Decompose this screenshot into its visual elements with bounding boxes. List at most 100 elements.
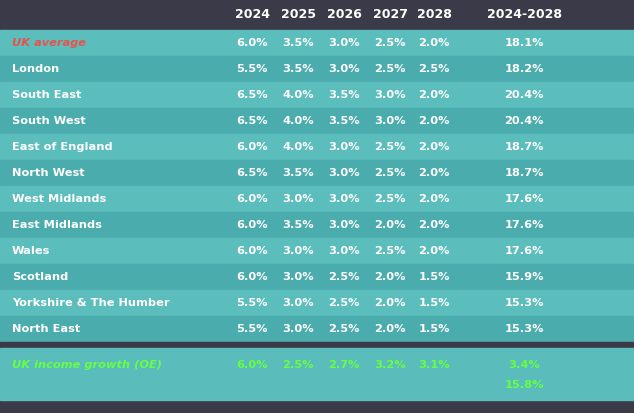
Text: 18.7%: 18.7% [504,168,544,178]
Text: 2.5%: 2.5% [374,168,406,178]
Bar [0,264,634,290]
Text: 2.5%: 2.5% [374,64,406,74]
Text: 2.5%: 2.5% [418,64,450,74]
Text: Wales: Wales [12,246,50,256]
Text: 2.5%: 2.5% [374,194,406,204]
Text: 2024: 2024 [235,9,269,21]
Bar [0,82,634,108]
Text: 2.5%: 2.5% [374,38,406,48]
Bar [0,134,634,160]
Text: 3.0%: 3.0% [374,116,406,126]
Text: 5.5%: 5.5% [236,324,268,334]
Bar [0,0,634,30]
Text: 2024-2028: 2024-2028 [486,9,562,21]
Text: 2.0%: 2.0% [418,38,450,48]
Text: 3.0%: 3.0% [282,298,314,308]
Text: 2.0%: 2.0% [374,272,406,282]
Text: 2.5%: 2.5% [328,272,359,282]
Text: 3.0%: 3.0% [328,194,360,204]
Bar [0,30,634,56]
Text: 2.0%: 2.0% [418,142,450,152]
Text: 1.5%: 1.5% [418,272,450,282]
Text: 15.3%: 15.3% [504,298,544,308]
Text: 17.6%: 17.6% [504,246,544,256]
Text: 3.0%: 3.0% [328,168,360,178]
Text: 2.5%: 2.5% [374,246,406,256]
Text: 3.5%: 3.5% [282,168,314,178]
Text: 2026: 2026 [327,9,361,21]
Text: 6.0%: 6.0% [236,360,268,370]
Text: 2.5%: 2.5% [282,360,314,370]
Text: 5.5%: 5.5% [236,64,268,74]
Text: 2.0%: 2.0% [418,246,450,256]
Text: 4.0%: 4.0% [282,142,314,152]
Text: 3.0%: 3.0% [328,220,360,230]
Text: 2.5%: 2.5% [374,142,406,152]
Text: Yorkshire & The Humber: Yorkshire & The Humber [12,298,170,308]
Text: London: London [12,64,59,74]
Bar [0,238,634,264]
Text: 3.1%: 3.1% [418,360,450,370]
Text: 3.5%: 3.5% [328,116,360,126]
Text: 2.5%: 2.5% [328,298,359,308]
Text: 6.5%: 6.5% [236,116,268,126]
Text: 3.0%: 3.0% [282,324,314,334]
Text: 6.0%: 6.0% [236,38,268,48]
Text: 18.1%: 18.1% [504,38,544,48]
Text: 3.0%: 3.0% [374,90,406,100]
Text: East of England: East of England [12,142,113,152]
Text: 1.5%: 1.5% [418,324,450,334]
Text: 18.2%: 18.2% [504,64,544,74]
Bar [0,316,634,342]
Text: 1.5%: 1.5% [418,298,450,308]
Text: 3.5%: 3.5% [282,38,314,48]
Text: 18.7%: 18.7% [504,142,544,152]
Text: 3.0%: 3.0% [282,246,314,256]
Text: East Midlands: East Midlands [12,220,102,230]
Text: 2.0%: 2.0% [374,298,406,308]
Text: 2027: 2027 [373,9,408,21]
Bar [0,212,634,238]
Text: 2.0%: 2.0% [418,194,450,204]
Text: 3.2%: 3.2% [374,360,406,370]
Text: 6.0%: 6.0% [236,220,268,230]
Text: 4.0%: 4.0% [282,90,314,100]
Text: 2.7%: 2.7% [328,360,359,370]
Text: 3.5%: 3.5% [282,220,314,230]
Text: 2.0%: 2.0% [418,220,450,230]
Text: 20.4%: 20.4% [504,90,544,100]
Text: 3.0%: 3.0% [328,246,360,256]
Text: 3.5%: 3.5% [328,90,360,100]
Text: North East: North East [12,324,81,334]
Text: 6.5%: 6.5% [236,90,268,100]
Text: 17.6%: 17.6% [504,220,544,230]
Text: 3.0%: 3.0% [328,142,360,152]
Text: 2025: 2025 [280,9,316,21]
Bar [0,108,634,134]
Text: 3.5%: 3.5% [282,64,314,74]
Text: 2028: 2028 [417,9,451,21]
Text: 15.9%: 15.9% [504,272,544,282]
Text: West Midlands: West Midlands [12,194,107,204]
Text: 2.0%: 2.0% [418,116,450,126]
Text: 6.0%: 6.0% [236,194,268,204]
Bar [0,56,634,82]
Text: Scotland: Scotland [12,272,68,282]
Text: 15.3%: 15.3% [504,324,544,334]
Bar [0,342,634,348]
Text: South East: South East [12,90,81,100]
Text: 2.0%: 2.0% [374,220,406,230]
Text: 3.0%: 3.0% [328,38,360,48]
Text: 17.6%: 17.6% [504,194,544,204]
Text: 4.0%: 4.0% [282,116,314,126]
Text: UK income growth (OE): UK income growth (OE) [12,360,162,370]
Text: 15.8%: 15.8% [504,380,544,390]
Bar [0,186,634,212]
Text: 3.4%: 3.4% [508,360,540,370]
Text: 2.0%: 2.0% [418,90,450,100]
Text: 2.0%: 2.0% [374,324,406,334]
Bar [0,290,634,316]
Bar [0,160,634,186]
Text: 2.0%: 2.0% [418,168,450,178]
Text: 3.0%: 3.0% [282,272,314,282]
